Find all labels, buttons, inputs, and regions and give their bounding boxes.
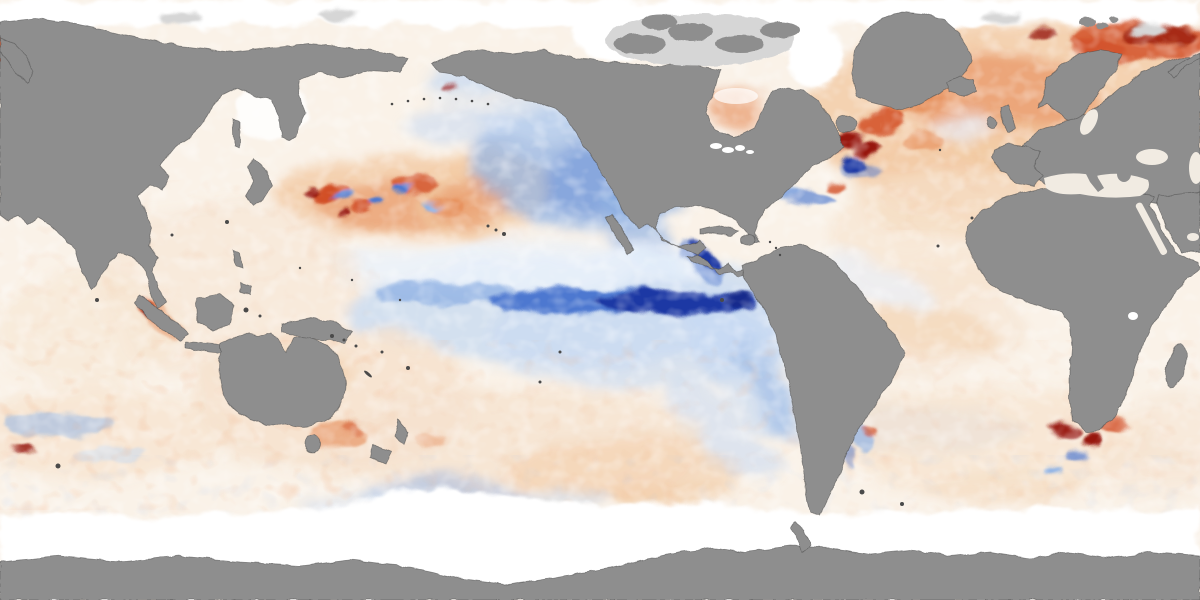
tasmania <box>304 433 322 453</box>
philippines <box>231 249 253 296</box>
iberia <box>991 143 1045 187</box>
greece <box>1117 166 1131 182</box>
aleutian-islands <box>390 96 490 106</box>
baltic-sea <box>1079 109 1099 135</box>
sakhalin <box>232 117 241 149</box>
lesser-antilles <box>768 240 782 257</box>
antarctic-peninsula <box>789 521 811 553</box>
japan <box>245 157 273 207</box>
newfoundland <box>835 115 857 133</box>
inland-water-layer <box>710 88 1200 320</box>
north-america <box>431 49 845 279</box>
ireland <box>986 115 998 129</box>
africa <box>965 181 1200 433</box>
cuba <box>699 225 739 237</box>
land-layer <box>0 11 1200 600</box>
italy <box>1080 158 1104 192</box>
sumatra <box>133 295 189 341</box>
greenland <box>851 11 973 111</box>
canadian-arctic-archipelago <box>605 14 800 66</box>
persian-gulf <box>1187 233 1199 241</box>
great-lakes <box>710 143 754 154</box>
baja-california <box>605 213 635 255</box>
hispaniola <box>739 234 757 246</box>
iceland <box>945 75 977 97</box>
novaya-zemlya-west <box>0 37 35 85</box>
borneo <box>195 293 235 333</box>
eurasia <box>0 17 409 309</box>
australia <box>218 331 347 428</box>
new-zealand <box>369 419 409 465</box>
svalbard <box>1080 17 1119 29</box>
lake-victoria <box>1128 312 1138 320</box>
black-sea <box>1136 149 1168 165</box>
madagascar <box>1165 344 1187 388</box>
island-layer <box>55 96 974 506</box>
hudson-bay-ice-edge <box>714 88 758 104</box>
red-sea <box>1135 202 1168 255</box>
south-america <box>741 243 906 516</box>
scandinavia <box>1037 49 1123 127</box>
great-britain <box>999 103 1017 133</box>
caspian-sea <box>1189 152 1200 184</box>
antarctica <box>0 545 1200 600</box>
novaya-zemlya <box>1167 51 1200 79</box>
new-guinea <box>281 317 353 343</box>
